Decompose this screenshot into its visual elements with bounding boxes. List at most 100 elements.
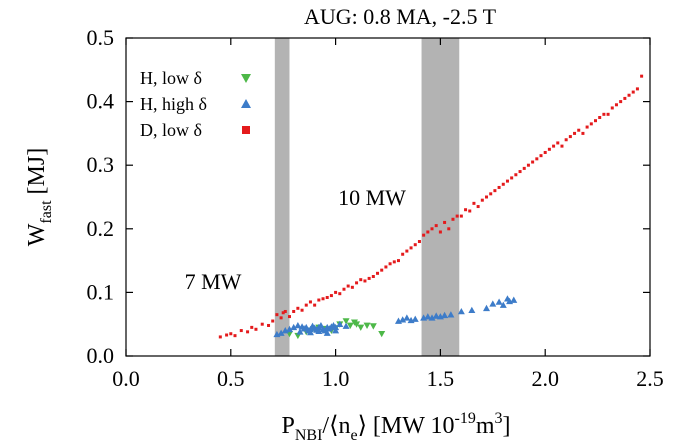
- data-point: [485, 195, 489, 199]
- data-point: [447, 227, 451, 231]
- data-point: [424, 313, 432, 320]
- data-point: [321, 297, 325, 301]
- data-point: [451, 217, 455, 221]
- data-point: [306, 328, 314, 336]
- data-point: [254, 327, 258, 331]
- data-point: [363, 279, 367, 283]
- data-point: [594, 119, 598, 123]
- data-point: [505, 179, 509, 183]
- shaded-band-1: [421, 38, 460, 356]
- data-point: [403, 314, 411, 321]
- data-point: [357, 324, 365, 331]
- axis-labels: PNBI/⟨ne⟩ [MW 10-19m3] Wfast [MJ]: [24, 148, 510, 444]
- data-point: [619, 100, 623, 104]
- legend-label: H, high δ: [140, 94, 207, 114]
- data-point: [283, 309, 287, 313]
- data-point: [313, 303, 317, 307]
- x-tick-label: 0.5: [217, 366, 245, 391]
- data-point: [547, 147, 551, 151]
- data-point: [218, 335, 222, 339]
- data-point: [229, 332, 233, 336]
- series-2: [218, 74, 644, 339]
- data-point: [468, 306, 476, 314]
- y-tick-label: 0.4: [87, 89, 115, 114]
- y-tick-label: 0.3: [87, 152, 115, 177]
- data-point: [518, 170, 522, 174]
- data-point: [560, 144, 564, 148]
- data-point: [317, 298, 321, 302]
- legend-label: D, low δ: [140, 120, 202, 140]
- y-tick-label: 0.2: [87, 216, 115, 241]
- data-point: [464, 208, 468, 212]
- data-point: [455, 214, 459, 218]
- shaded-band-0: [274, 38, 290, 356]
- legend-entry: D, low δ: [140, 120, 250, 140]
- data-point: [493, 189, 497, 193]
- plot-frame: [125, 37, 651, 357]
- data-point: [308, 300, 312, 304]
- data-point: [602, 112, 606, 116]
- data-point: [405, 249, 409, 253]
- legend-entry: H, low δ: [140, 68, 251, 88]
- data-point: [422, 233, 426, 237]
- legend-marker: [241, 74, 251, 83]
- data-point: [476, 205, 480, 209]
- data-point: [499, 301, 507, 308]
- data-point: [260, 322, 264, 326]
- data-point: [623, 96, 627, 100]
- data-point: [497, 185, 501, 189]
- data-point: [627, 93, 631, 97]
- data-point: [336, 320, 344, 327]
- data-point: [233, 334, 237, 338]
- data-point: [350, 285, 354, 289]
- data-point: [353, 321, 361, 328]
- data-point: [543, 150, 547, 154]
- x-tick-label: 0.0: [112, 366, 140, 391]
- data-point: [279, 316, 283, 320]
- data-point: [640, 74, 644, 78]
- data-point: [271, 319, 275, 323]
- legend-label: H, low δ: [140, 68, 202, 88]
- y-tick-label: 0.1: [87, 279, 115, 304]
- data-point: [417, 240, 421, 244]
- data-point: [413, 243, 417, 247]
- data-point: [468, 209, 472, 213]
- data-point: [371, 275, 375, 278]
- data-point: [480, 198, 484, 202]
- data-point: [438, 230, 442, 234]
- data-point: [342, 287, 346, 291]
- data-point: [411, 315, 419, 322]
- x-tick-label: 2.0: [531, 366, 559, 391]
- data-point: [346, 284, 350, 288]
- data-point: [581, 131, 585, 135]
- data-point: [577, 128, 581, 132]
- data-point: [296, 328, 304, 335]
- data-point: [598, 116, 602, 119]
- data-point: [292, 309, 296, 313]
- data-point: [430, 227, 434, 231]
- data-point: [441, 311, 449, 319]
- data-point: [457, 307, 465, 315]
- data-point: [250, 325, 254, 329]
- data-point: [334, 290, 338, 294]
- data-point: [296, 306, 300, 310]
- data-point: [246, 330, 250, 334]
- data-point: [514, 173, 518, 177]
- data-point: [342, 318, 350, 325]
- data-point: [568, 135, 572, 139]
- data-point: [394, 317, 402, 324]
- legend-marker: [241, 99, 251, 108]
- axis-ticks: 0.0 0.5 1.0 1.5 2.0 2.5 0.0 0.1 0.2 0.3 0.4 0.5: [87, 25, 664, 391]
- data-point: [384, 265, 388, 269]
- data-point: [495, 298, 503, 305]
- data-point: [275, 313, 279, 317]
- data-point: [355, 281, 359, 285]
- data-point: [556, 141, 560, 145]
- legend-marker: [242, 126, 250, 134]
- data-point: [614, 103, 618, 107]
- x-tick-label: 1.5: [427, 366, 455, 391]
- data-point: [329, 294, 333, 298]
- legend: H, low δ H, high δ D, low δ: [140, 68, 251, 140]
- data-point: [489, 192, 493, 196]
- data-point: [434, 224, 438, 228]
